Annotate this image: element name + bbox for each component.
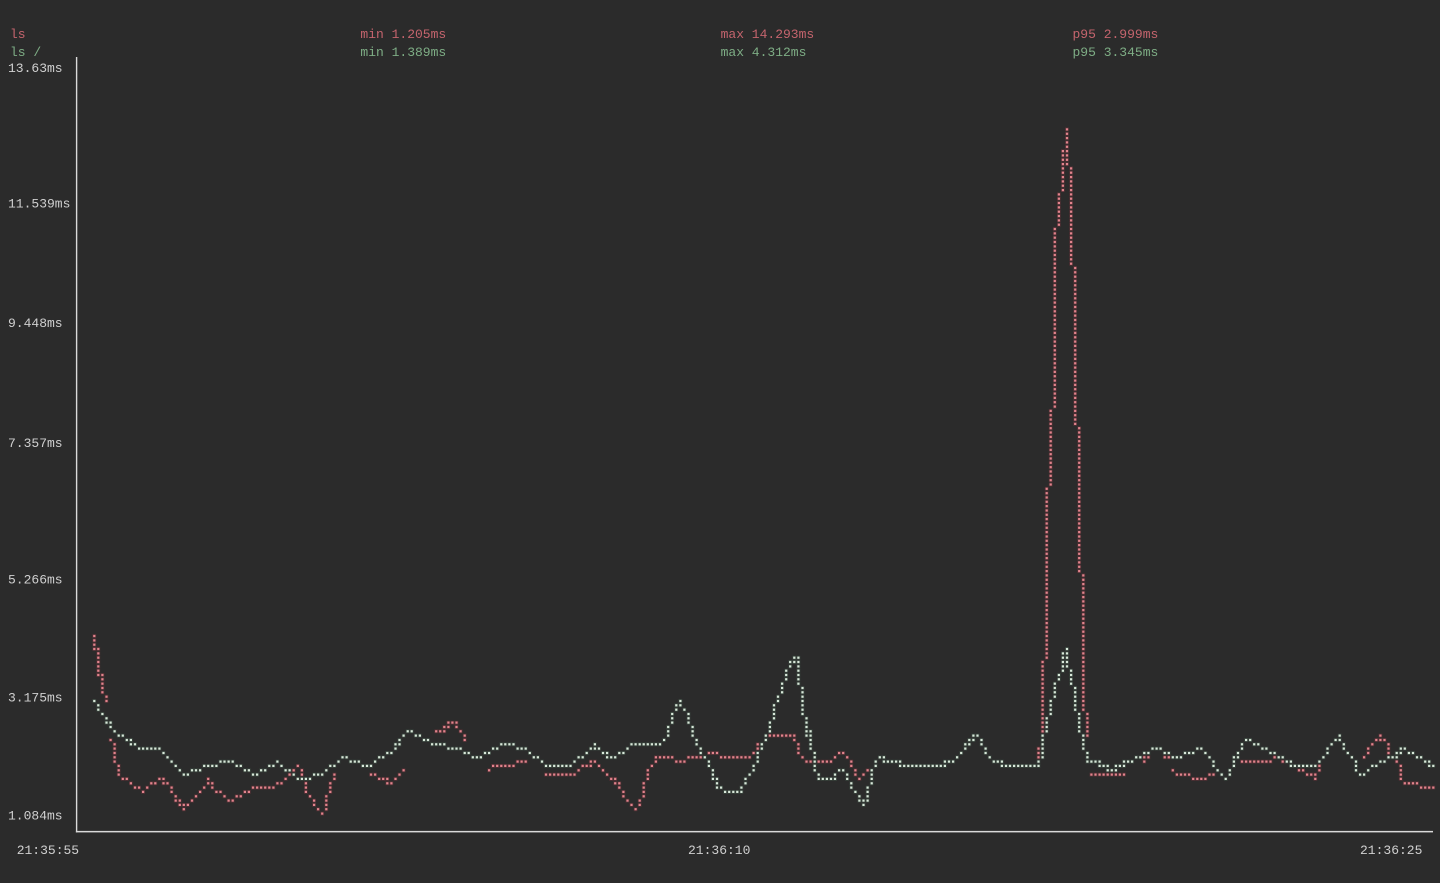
svg-text:5.266ms: 5.266ms [8, 572, 63, 587]
svg-text:min 1.389ms: min 1.389ms [360, 45, 446, 60]
svg-text:7.357ms: 7.357ms [8, 436, 63, 451]
svg-text:max 4.312ms: max 4.312ms [721, 45, 807, 60]
svg-text:13.63ms: 13.63ms [8, 61, 63, 76]
svg-text:21:36:10: 21:36:10 [688, 843, 750, 858]
svg-text:ls: ls [10, 27, 26, 42]
svg-text:ls /: ls / [10, 45, 41, 60]
svg-text:11.539ms: 11.539ms [8, 197, 70, 212]
svg-text:3.175ms: 3.175ms [8, 690, 63, 705]
svg-text:1.084ms: 1.084ms [8, 809, 63, 824]
svg-text:p95 3.345ms: p95 3.345ms [1073, 45, 1159, 60]
svg-text:max 14.293ms: max 14.293ms [721, 27, 815, 42]
svg-text:min 1.205ms: min 1.205ms [360, 27, 446, 42]
svg-text:p95 2.999ms: p95 2.999ms [1073, 27, 1159, 42]
svg-text:21:36:25: 21:36:25 [1360, 843, 1422, 858]
svg-text:9.448ms: 9.448ms [8, 316, 63, 331]
svg-text:21:35:55: 21:35:55 [17, 843, 79, 858]
